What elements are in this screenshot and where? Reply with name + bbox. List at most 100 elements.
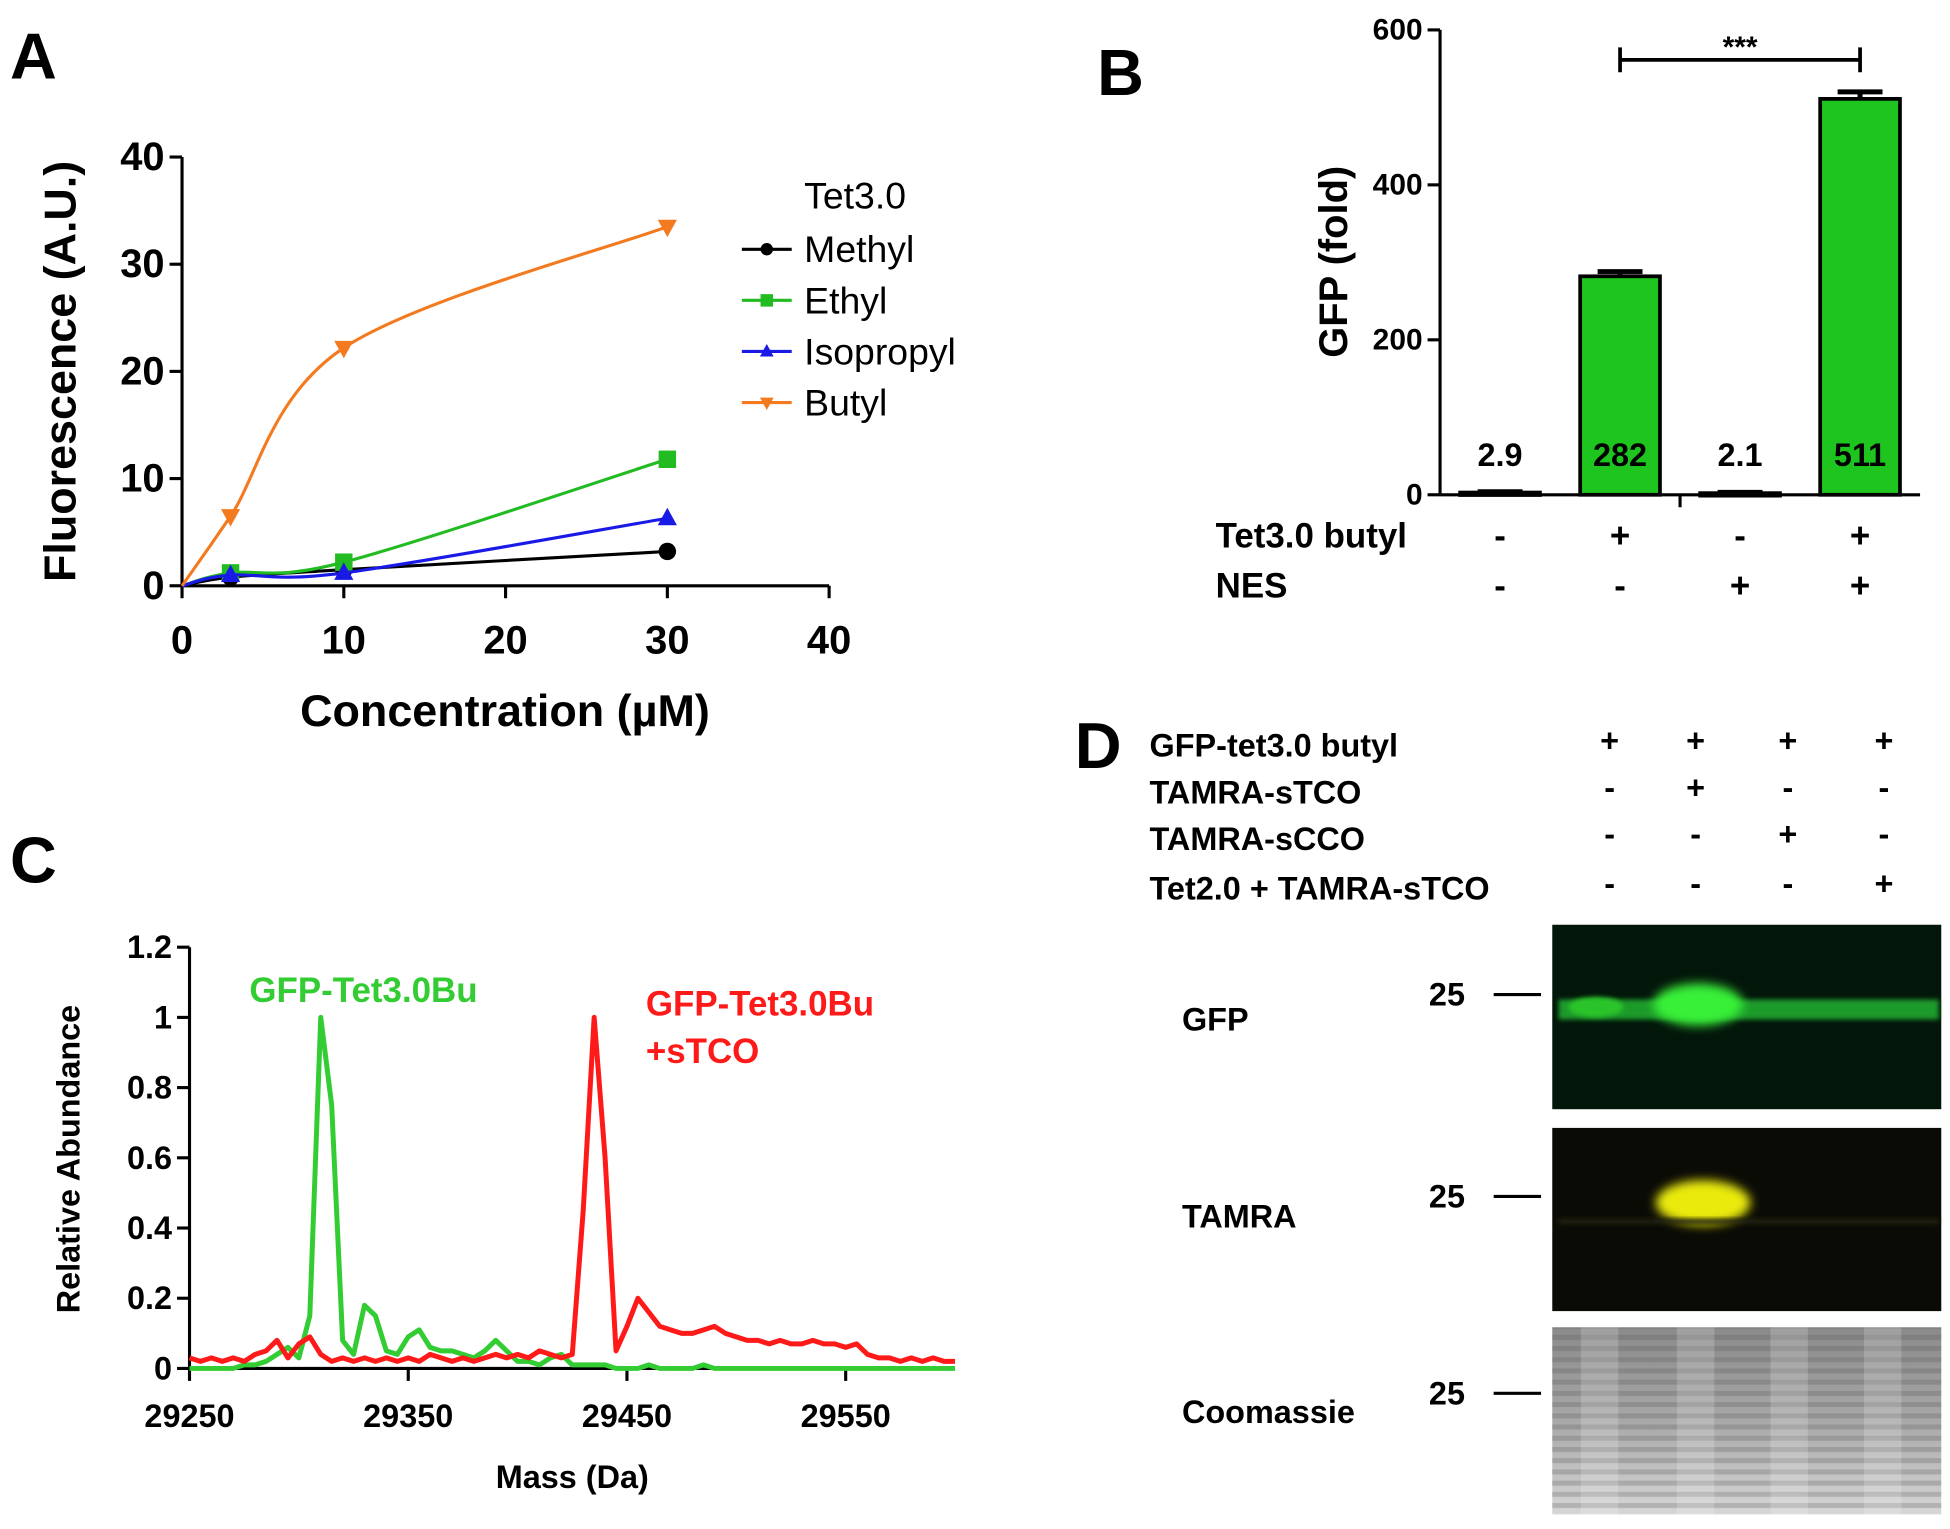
lane-mark: - <box>1690 866 1701 902</box>
lane-mark: + <box>1874 722 1893 758</box>
condition-label: Tet3.0 butyl <box>1216 516 1407 555</box>
series-label: GFP-Tet3.0Bu +sTCO <box>645 984 875 1071</box>
legend-marker <box>759 343 774 357</box>
x-tick-label: 29550 <box>801 1398 891 1434</box>
y-tick-label: 1 <box>154 999 172 1035</box>
fit-curve <box>181 516 668 588</box>
lane-mark: - <box>1783 770 1794 806</box>
bar <box>1818 96 1902 497</box>
legend-label: Methyl <box>804 228 914 270</box>
coomassie-blot <box>1552 1327 1942 1515</box>
size-marker: 25 <box>1429 1375 1465 1411</box>
y-axis-label: Relative Abundance <box>51 1005 87 1313</box>
row-label: GFP-tet3.0 butyl <box>1150 727 1399 763</box>
lane-mark: + <box>1686 770 1705 806</box>
value-label: 2.1 <box>1718 437 1763 473</box>
x-tick-label: 10 <box>322 619 366 663</box>
x-tick-label: 29250 <box>144 1398 234 1434</box>
y-tick-label: 10 <box>120 457 164 501</box>
condition-mark: + <box>1850 516 1870 555</box>
y-tick-label: 0.8 <box>127 1070 172 1106</box>
x-tick-label: 20 <box>483 619 527 663</box>
y-tick-label: 0 <box>154 1350 172 1386</box>
y-tick-label: 0 <box>142 564 164 608</box>
size-marker: 25 <box>1429 1178 1465 1214</box>
error-bar <box>1717 489 1763 495</box>
significance-label: *** <box>1723 31 1758 64</box>
fit-curve <box>181 457 668 588</box>
significance-bracket <box>1618 47 1862 73</box>
marker <box>334 340 354 359</box>
y-tick-label: 200 <box>1373 323 1423 356</box>
x-tick-label: 40 <box>807 619 851 663</box>
error-bar <box>1597 269 1643 277</box>
y-axis-label: Fluorescence (A.U.) <box>34 161 85 582</box>
x-axis-label: Concentration (µM) <box>300 685 710 736</box>
series-label: GFP-Tet3.0Bu <box>249 970 478 1010</box>
size-marker: 25 <box>1429 977 1465 1013</box>
lane-mark: + <box>1600 722 1619 758</box>
lane-mark: + <box>1874 866 1893 902</box>
tamra-blot <box>1552 1127 1942 1312</box>
lane-mark: - <box>1604 866 1615 902</box>
y-tick-label: 600 <box>1373 13 1423 46</box>
lane-mark: - <box>1879 770 1890 806</box>
blot-label: TAMRA <box>1182 1198 1297 1234</box>
value-label: 282 <box>1593 437 1647 473</box>
lane-mark: - <box>1690 816 1701 852</box>
marker <box>658 450 677 469</box>
blot-label: GFP <box>1182 1001 1249 1037</box>
y-tick-label: 0.6 <box>127 1140 172 1176</box>
marker <box>658 542 677 561</box>
y-tick-label: 0.2 <box>127 1280 172 1316</box>
x-axis-label: Mass (Da) <box>496 1459 649 1495</box>
bar <box>1578 274 1662 497</box>
row-label: TAMRA-sCCO <box>1150 821 1365 857</box>
legend-marker <box>760 294 774 307</box>
blot-label: Coomassie <box>1182 1394 1355 1430</box>
x-tick-label: 29350 <box>363 1398 453 1434</box>
panel-letter: D <box>1075 709 1122 782</box>
error-bar <box>1477 489 1523 495</box>
gfp-blot <box>1552 924 1942 1110</box>
error-bar <box>1837 89 1883 99</box>
condition-mark: - <box>1494 566 1506 605</box>
marker <box>334 562 354 580</box>
condition-mark: - <box>1494 516 1506 555</box>
marker <box>220 509 241 527</box>
legend-label: Isopropyl <box>804 330 956 372</box>
y-tick-label: 0.4 <box>127 1210 172 1246</box>
panel-letter: B <box>1097 36 1144 109</box>
marker <box>335 553 353 571</box>
lane-mark: + <box>1686 722 1705 758</box>
y-tick-label: 0 <box>1406 478 1423 511</box>
marker <box>657 507 677 526</box>
marker <box>220 564 241 583</box>
lane-mark: - <box>1879 816 1890 852</box>
lane-mark: + <box>1778 722 1797 758</box>
condition-mark: + <box>1610 516 1630 555</box>
lane-mark: - <box>1604 816 1615 852</box>
panel-letter: C <box>10 823 57 896</box>
row-label: Tet2.0 + TAMRA-sTCO <box>1150 871 1490 907</box>
spectrum-line <box>189 1014 956 1371</box>
y-axis-label: GFP (fold) <box>1312 166 1356 358</box>
y-tick-label: 1.2 <box>127 929 172 965</box>
panel-letter: A <box>10 20 57 93</box>
fit-curve <box>180 225 668 587</box>
marker <box>657 219 677 238</box>
lane-mark: - <box>1604 770 1615 806</box>
condition-mark: + <box>1730 566 1750 605</box>
condition-mark: - <box>1614 566 1626 605</box>
legend-marker <box>760 243 774 256</box>
value-label: 511 <box>1834 437 1886 473</box>
row-label: TAMRA-sTCO <box>1150 775 1362 811</box>
legend-label: Butyl <box>804 382 887 424</box>
y-tick-label: 30 <box>120 242 164 286</box>
x-tick-label: 30 <box>645 619 689 663</box>
legend-title: Tet3.0 <box>804 175 906 217</box>
y-tick-label: 20 <box>120 349 164 393</box>
lane-mark: + <box>1778 816 1797 852</box>
